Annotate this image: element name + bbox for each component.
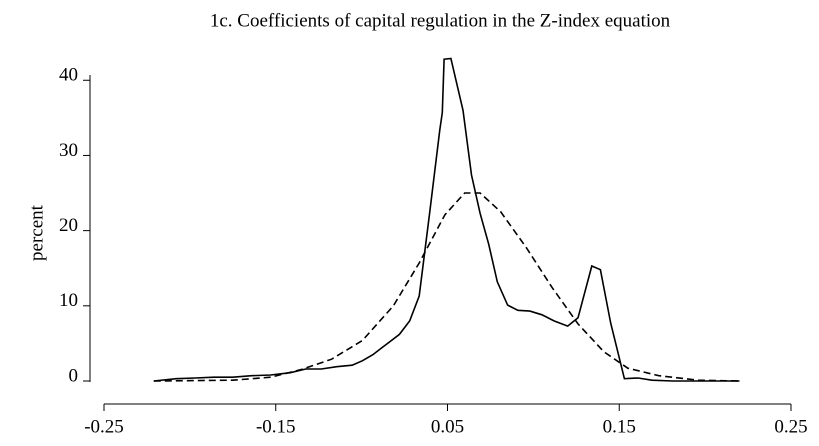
- x-tick-label: -0.15: [256, 416, 296, 437]
- x-tick-label: -0.25: [84, 416, 124, 437]
- line-series: [153, 57, 740, 382]
- y-tick-label: 30: [59, 140, 78, 161]
- x-tick-label: 0.15: [603, 416, 636, 437]
- x-tick-label: 0.25: [774, 416, 807, 437]
- line-series: [153, 192, 740, 382]
- y-tick-label: 20: [59, 215, 78, 236]
- y-tick-label: 10: [59, 290, 78, 311]
- y-axis-label: percent: [26, 204, 47, 261]
- x-tick-label: 0.05: [431, 416, 464, 437]
- y-tick-label: 0: [69, 365, 79, 386]
- chart-title: 1c. Coefficients of capital regulation i…: [210, 10, 671, 31]
- y-tick-label: 40: [59, 65, 78, 86]
